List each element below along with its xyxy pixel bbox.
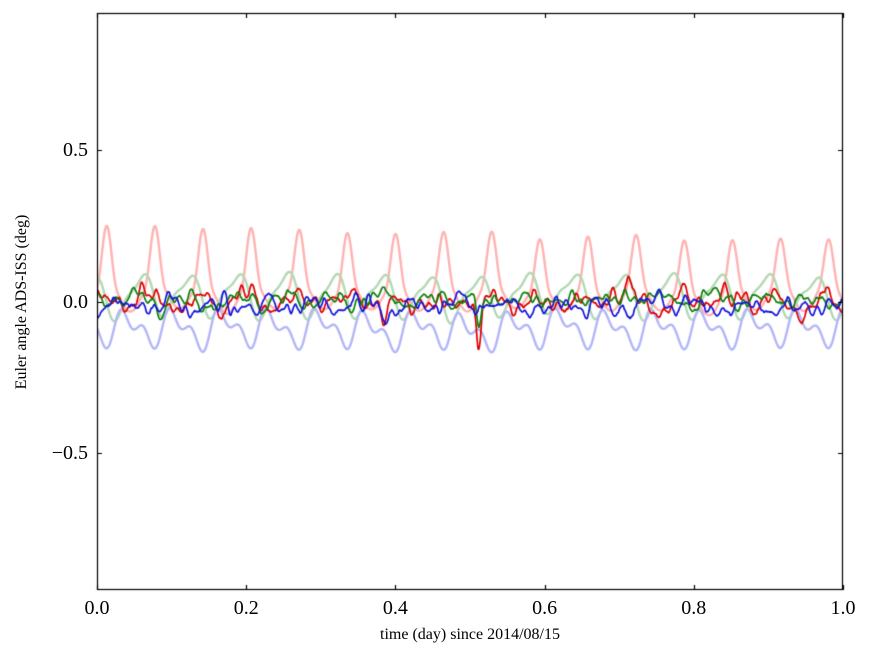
- x-tick-label: 0.6: [532, 597, 558, 619]
- y-tick-label: 0.0: [63, 290, 88, 313]
- x-tick-label: 1.0: [830, 597, 856, 619]
- x-tick-label: 0.4: [382, 597, 408, 619]
- y-axis-label: Euler angle ADS-ISS (deg): [13, 214, 30, 389]
- x-axis-label: time (day) since 2014/08/15: [380, 626, 560, 643]
- y-tick-label: 0.5: [63, 138, 88, 161]
- x-tick-label: 0.8: [681, 597, 707, 619]
- x-tick-label: 0.2: [233, 597, 259, 619]
- x-tick-label: 0.0: [84, 597, 110, 619]
- y-tick-label: −0.5: [51, 442, 88, 465]
